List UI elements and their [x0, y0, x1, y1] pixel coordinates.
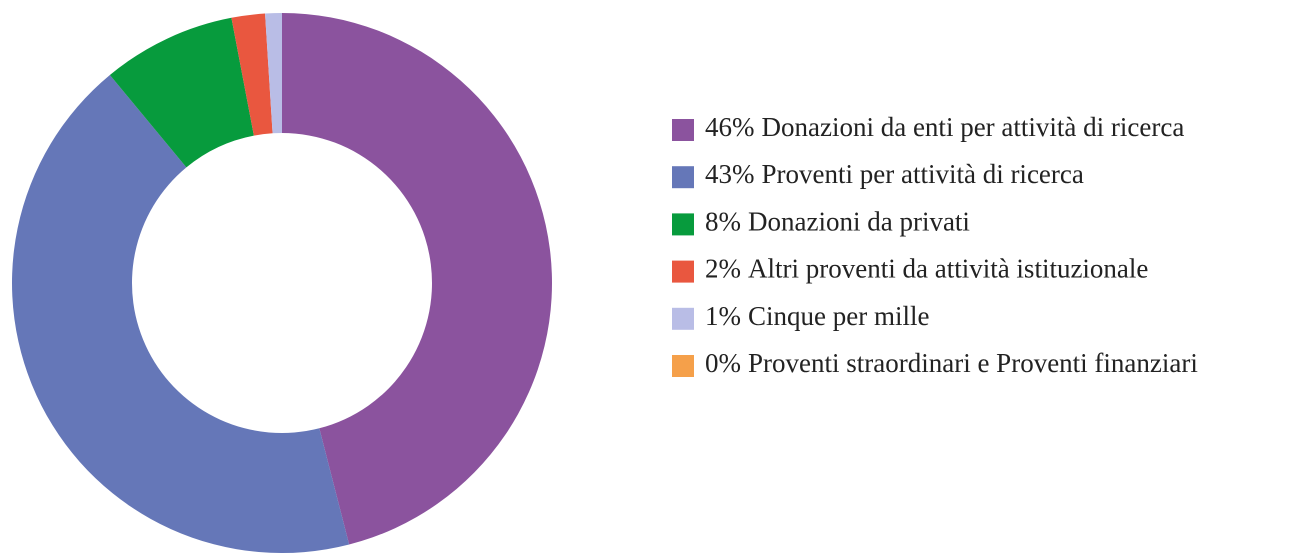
legend-entry: 8% Donazioni da privati [705, 207, 970, 237]
legend-value: 1% [705, 301, 741, 331]
legend-value: 0% [705, 348, 741, 378]
legend-label: Donazioni da privati [748, 207, 970, 237]
legend-label: Donazioni da enti per attività di ricerc… [762, 112, 1185, 142]
legend-swatch [672, 260, 694, 283]
legend-swatch [672, 307, 694, 330]
legend-label: Proventi straordinari e Proventi finanzi… [748, 348, 1198, 378]
legend-value: 46% [705, 112, 755, 142]
legend-label: Altri proventi da attività istituzionale [748, 254, 1148, 284]
donut-slice [11, 74, 350, 553]
legend-entry: 43% Proventi per attività di ricerca [705, 159, 1084, 189]
legend-value: 2% [705, 254, 741, 284]
legend-swatch [672, 166, 694, 189]
legend-entry: 2% Altri proventi da attività istituziona… [705, 254, 1148, 284]
legend-swatch [672, 213, 694, 236]
legend-entry: 1% Cinque per mille [705, 301, 929, 331]
legend-value: 8% [705, 207, 741, 237]
legend-label: Proventi per attività di ricerca [762, 159, 1084, 189]
legend-entry: 0% Proventi straordinari e Proventi finan… [705, 348, 1198, 378]
legend-swatch [672, 119, 694, 141]
donut-slice [282, 13, 552, 545]
donut-slice [265, 13, 282, 134]
legend-label: Cinque per mille [748, 301, 929, 331]
legend-value: 43% [705, 159, 755, 189]
legend-entry: 46% Donazioni da enti per attività di ric… [705, 112, 1184, 142]
donut-slice [109, 17, 254, 168]
legend-swatch [672, 355, 694, 377]
donut-slice [231, 13, 273, 136]
